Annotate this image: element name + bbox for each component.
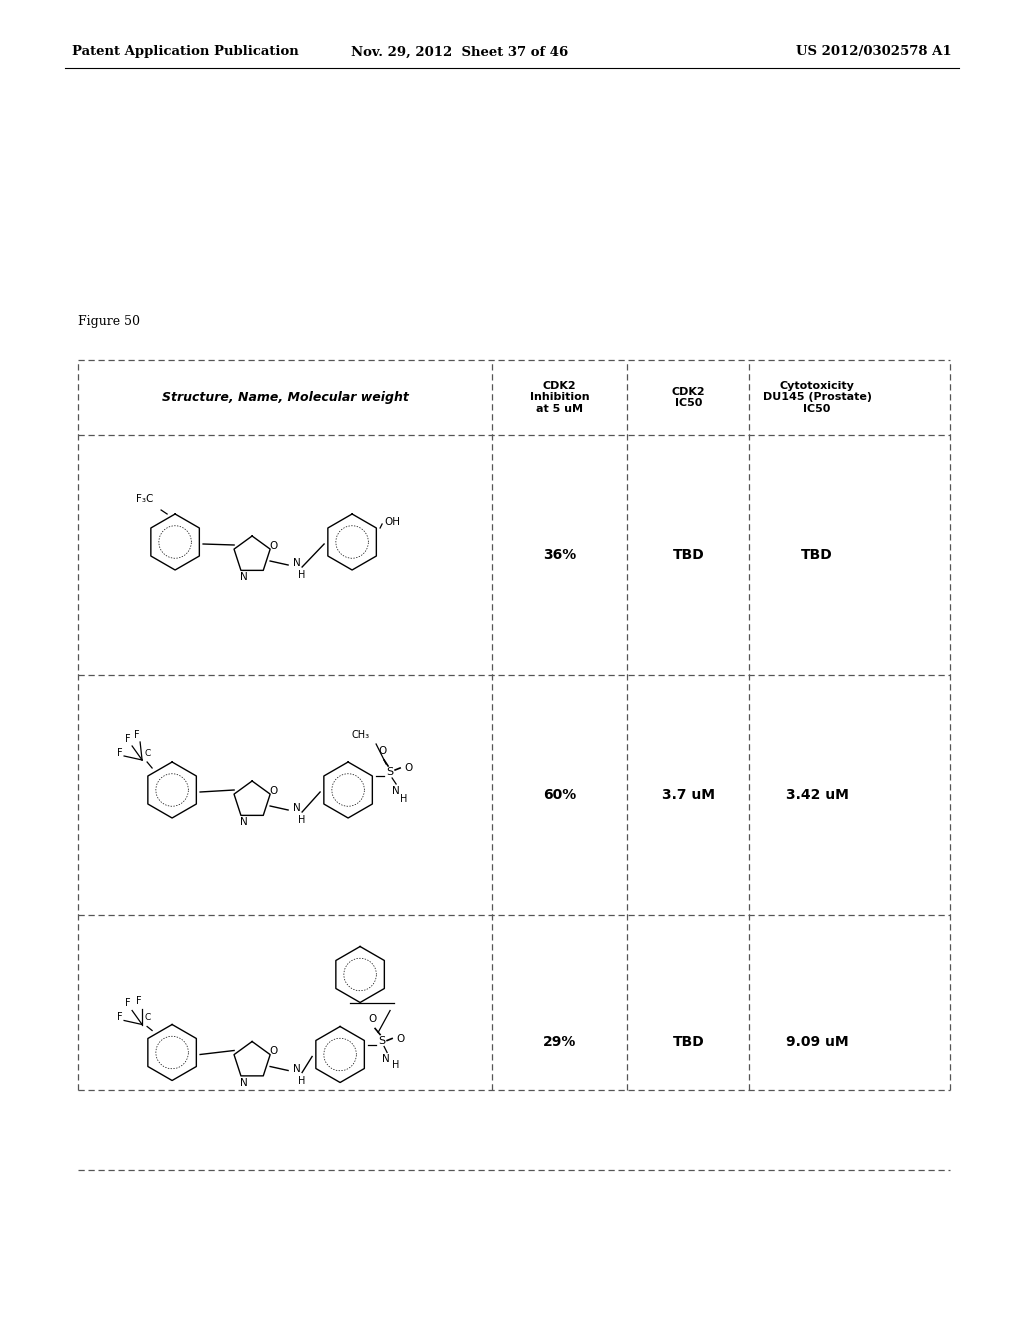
Text: F: F: [118, 1012, 123, 1023]
Text: O: O: [396, 1034, 404, 1044]
Text: F₃C: F₃C: [136, 494, 154, 504]
Text: N: N: [241, 817, 248, 828]
Text: TBD: TBD: [673, 1035, 705, 1049]
Text: O: O: [368, 1015, 376, 1024]
Text: 29%: 29%: [543, 1035, 577, 1049]
Text: N: N: [293, 803, 301, 813]
Text: 36%: 36%: [543, 548, 577, 562]
Text: F: F: [125, 998, 131, 1008]
Text: 3.42 uM: 3.42 uM: [785, 788, 849, 803]
Text: N: N: [392, 785, 400, 796]
Text: O: O: [269, 541, 278, 550]
Text: Cytotoxicity
DU145 (Prostate)
IC50: Cytotoxicity DU145 (Prostate) IC50: [763, 381, 871, 414]
Text: C: C: [144, 748, 151, 758]
Text: H: H: [400, 795, 408, 804]
Text: TBD: TBD: [673, 548, 705, 562]
Text: OH: OH: [384, 517, 400, 527]
Text: H: H: [298, 1076, 305, 1085]
Text: N: N: [293, 558, 301, 568]
Text: F: F: [134, 730, 140, 741]
Text: 3.7 uM: 3.7 uM: [662, 788, 715, 803]
Text: Structure, Name, Molecular weight: Structure, Name, Molecular weight: [162, 391, 409, 404]
Text: Patent Application Publication: Patent Application Publication: [72, 45, 299, 58]
Text: S: S: [386, 767, 393, 777]
Text: S: S: [379, 1035, 386, 1045]
Text: C: C: [144, 1014, 151, 1023]
Text: US 2012/0302578 A1: US 2012/0302578 A1: [797, 45, 952, 58]
Text: F: F: [136, 997, 142, 1006]
Text: N: N: [293, 1064, 301, 1073]
Text: N: N: [241, 1077, 248, 1088]
Text: CDK2
Inhibition
at 5 uM: CDK2 Inhibition at 5 uM: [530, 381, 590, 414]
Text: N: N: [241, 572, 248, 582]
Text: O: O: [404, 763, 413, 774]
Text: H: H: [392, 1060, 399, 1071]
Text: CH₃: CH₃: [352, 730, 370, 741]
Text: Figure 50: Figure 50: [78, 315, 140, 329]
Text: O: O: [378, 746, 386, 756]
Text: F: F: [118, 748, 123, 758]
Text: 60%: 60%: [543, 788, 577, 803]
Text: Nov. 29, 2012  Sheet 37 of 46: Nov. 29, 2012 Sheet 37 of 46: [351, 45, 568, 58]
Text: O: O: [269, 1047, 278, 1056]
Text: N: N: [382, 1055, 390, 1064]
Text: 9.09 uM: 9.09 uM: [785, 1035, 848, 1049]
Text: CDK2
IC50: CDK2 IC50: [672, 387, 706, 408]
Text: H: H: [298, 814, 305, 825]
Text: F: F: [125, 734, 131, 744]
Text: TBD: TBD: [801, 548, 833, 562]
Text: H: H: [298, 570, 305, 579]
Text: O: O: [269, 785, 278, 796]
